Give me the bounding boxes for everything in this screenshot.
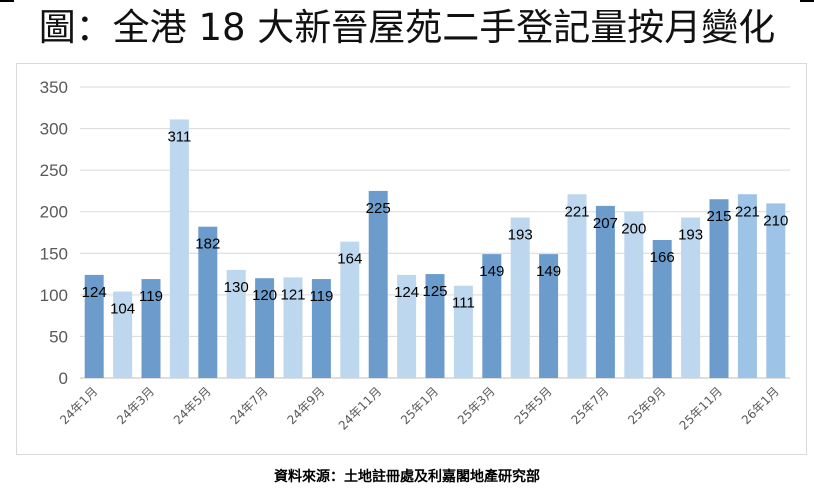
data-label: 124: [82, 284, 107, 301]
bar: [340, 241, 360, 378]
bar: [255, 278, 275, 378]
data-label: 221: [735, 203, 760, 220]
bar: [169, 119, 189, 378]
bar: [397, 274, 417, 378]
x-tick-label: 25年9月: [625, 384, 668, 427]
data-label: 215: [706, 208, 731, 225]
data-label: 225: [366, 200, 391, 217]
bar: [737, 194, 757, 378]
data-label: 124: [394, 284, 419, 301]
y-tick-label: 250: [40, 161, 68, 180]
y-tick-label: 100: [40, 286, 68, 305]
bar: [226, 269, 246, 378]
bar: [766, 203, 786, 378]
x-tick-label: 24年1月: [57, 384, 100, 427]
y-tick-label: 0: [59, 369, 68, 388]
x-tick-label: 25年3月: [455, 384, 498, 427]
bar: [652, 239, 672, 378]
data-label: 119: [139, 288, 163, 305]
y-tick-label: 50: [49, 327, 68, 346]
x-tick-label: 26年1月: [739, 384, 782, 427]
source-note: 資料來源：土地註冊處及利嘉閣地產研究部: [274, 469, 540, 485]
bar: [141, 279, 161, 378]
data-label: 210: [763, 212, 788, 229]
data-label: 311: [167, 128, 191, 145]
y-tick-label: 200: [40, 203, 68, 222]
bar: [539, 254, 559, 378]
bar: [709, 199, 729, 378]
data-label: 200: [621, 221, 646, 238]
data-label: 149: [536, 263, 561, 280]
title-rule-left: [0, 0, 14, 2]
data-label: 164: [337, 251, 362, 268]
title-rule-right: [800, 0, 814, 2]
data-label: 120: [252, 287, 277, 304]
x-tick-label: 24年7月: [228, 384, 271, 427]
bar: [368, 190, 388, 378]
bar: [84, 274, 104, 378]
bar: [198, 226, 218, 378]
page-title: 圖：全港 18 大新晉屋苑二手登記量按月變化: [38, 6, 776, 49]
x-tick-label: 25年11月: [677, 384, 725, 432]
bar: [425, 274, 445, 378]
bar: [510, 217, 530, 378]
x-tick-label: 24年9月: [284, 384, 327, 427]
x-tick-label: 25年7月: [568, 384, 611, 427]
data-label: 193: [678, 227, 703, 244]
bar: [453, 285, 473, 378]
bar: [624, 211, 644, 378]
y-tick-label: 350: [40, 78, 68, 97]
data-label: 207: [593, 215, 618, 232]
x-tick-label: 25年1月: [398, 384, 441, 427]
bar: [482, 254, 502, 378]
bar: [113, 291, 133, 378]
x-tick-label: 24年3月: [114, 384, 157, 427]
data-label: 193: [508, 227, 533, 244]
x-tick-label: 24年11月: [336, 384, 384, 432]
bar: [311, 279, 331, 378]
data-label: 182: [195, 236, 220, 253]
data-label: 125: [422, 283, 447, 300]
x-tick-label: 24年5月: [171, 384, 214, 427]
data-label: 121: [280, 286, 305, 303]
bar: [567, 194, 587, 378]
y-tick-label: 150: [40, 244, 68, 263]
data-label: 166: [650, 249, 675, 266]
y-tick-label: 300: [40, 120, 68, 139]
x-tick-label: 25年5月: [512, 384, 555, 427]
data-label: 130: [224, 279, 249, 296]
data-label: 149: [479, 263, 504, 280]
bar: [681, 217, 701, 378]
data-label: 104: [110, 301, 135, 318]
bar: [595, 205, 615, 378]
bar: [283, 277, 303, 378]
data-label: 119: [309, 288, 333, 305]
data-label: 111: [452, 295, 475, 312]
data-label: 221: [564, 203, 589, 220]
